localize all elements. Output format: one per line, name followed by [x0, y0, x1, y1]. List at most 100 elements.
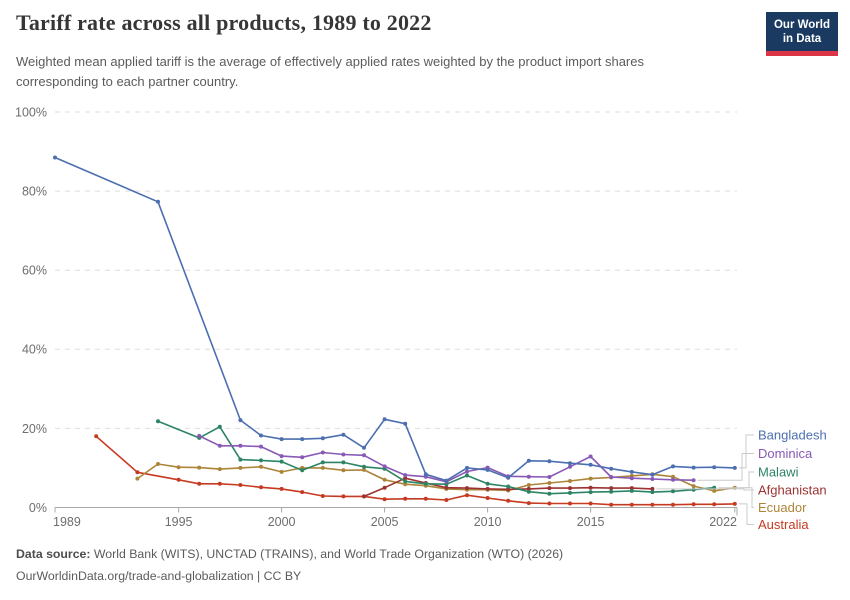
legend-label-bangladesh[interactable]: Bangladesh — [758, 427, 827, 442]
x-axis-label: 2010 — [474, 515, 502, 529]
data-point — [135, 470, 140, 475]
data-point — [629, 469, 634, 474]
legend-label-dominica[interactable]: Dominica — [758, 446, 813, 461]
data-point — [382, 464, 387, 469]
data-point — [588, 490, 593, 495]
data-point — [341, 432, 346, 437]
series-bangladesh[interactable] — [53, 155, 737, 483]
legend-label-afghanistan[interactable]: Afghanistan — [758, 482, 827, 497]
owid-logo-line2: in Data — [782, 33, 822, 46]
series-australia[interactable] — [94, 434, 737, 507]
data-point — [465, 465, 469, 470]
data-point — [691, 484, 696, 489]
y-axis-label: 40% — [22, 343, 47, 357]
data-point — [485, 486, 490, 491]
page-title: Tariff rate across all products, 1989 to… — [16, 10, 432, 35]
chart-footer: Data source: World Bank (WITS), UNCTAD (… — [16, 544, 563, 587]
data-point — [609, 475, 614, 479]
data-point — [176, 477, 181, 482]
series-path-australia — [95, 435, 735, 506]
data-point — [279, 454, 284, 459]
data-point — [382, 477, 387, 482]
x-axis-label: 2000 — [268, 515, 296, 529]
data-point — [238, 465, 243, 470]
data-point — [94, 434, 99, 439]
legend-connector-malawi — [718, 471, 754, 489]
data-point — [259, 458, 263, 463]
data-point — [629, 502, 634, 507]
data-point — [526, 501, 531, 506]
data-point — [485, 496, 490, 500]
data-point — [197, 481, 202, 486]
data-point — [341, 460, 346, 465]
data-point — [238, 483, 243, 487]
data-point — [403, 473, 408, 478]
data-point — [217, 467, 222, 472]
series-path-dominica — [198, 435, 694, 483]
data-point — [691, 502, 696, 507]
data-point — [382, 497, 387, 502]
y-axis-label: 0% — [29, 501, 47, 515]
data-point — [300, 455, 305, 460]
data-point — [53, 155, 57, 160]
data-point — [279, 459, 284, 464]
data-point — [403, 476, 408, 481]
data-source-label: Data source: — [16, 547, 91, 561]
data-point — [547, 481, 552, 485]
data-point — [362, 445, 366, 450]
data-point — [547, 459, 552, 464]
series-path-bangladesh — [54, 156, 735, 482]
data-point — [609, 486, 614, 491]
data-point — [465, 473, 469, 478]
data-point — [156, 462, 160, 466]
legend-label-australia[interactable]: Australia — [758, 517, 809, 532]
data-point — [279, 437, 284, 442]
data-point — [197, 465, 202, 470]
data-point — [629, 488, 634, 493]
data-point — [629, 476, 634, 481]
owid-logo-line1: Our World — [773, 19, 830, 31]
data-point — [238, 457, 243, 462]
data-point — [526, 489, 531, 494]
data-source-line: Data source: World Bank (WITS), UNCTAD (… — [16, 544, 563, 566]
series-path-ecuador — [136, 463, 735, 492]
data-point — [362, 467, 366, 472]
x-axis-label: 2015 — [577, 515, 605, 529]
data-point — [320, 460, 325, 465]
y-axis-label: 80% — [22, 185, 47, 199]
data-point — [712, 465, 717, 470]
data-point — [506, 498, 511, 503]
license-line: OurWorldinData.org/trade-and-globalizati… — [16, 568, 302, 583]
data-point — [259, 444, 263, 449]
data-point — [444, 498, 449, 502]
data-point — [526, 458, 531, 463]
data-point — [691, 478, 696, 483]
data-point — [382, 485, 387, 490]
data-point — [568, 464, 572, 469]
data-point — [526, 483, 531, 487]
data-point — [609, 502, 614, 507]
data-point — [341, 452, 346, 457]
x-axis-label: 2022 — [709, 515, 737, 529]
series-malawi[interactable] — [156, 419, 717, 496]
series-ecuador[interactable] — [135, 462, 737, 493]
data-point — [403, 421, 408, 426]
data-point — [506, 484, 511, 489]
data-point — [259, 485, 263, 490]
legend-label-malawi[interactable]: Malawi — [758, 464, 799, 479]
data-point — [568, 479, 572, 483]
legend-label-ecuador[interactable]: Ecuador — [758, 500, 807, 515]
data-point — [526, 486, 531, 491]
data-point — [691, 487, 696, 492]
data-point — [279, 469, 284, 474]
data-point — [238, 443, 243, 448]
data-point — [217, 481, 222, 486]
y-axis-label: 100% — [15, 105, 47, 119]
data-point — [588, 501, 593, 506]
data-point — [650, 472, 655, 477]
data-point — [568, 501, 572, 506]
data-point — [547, 475, 552, 479]
data-point — [609, 489, 614, 494]
